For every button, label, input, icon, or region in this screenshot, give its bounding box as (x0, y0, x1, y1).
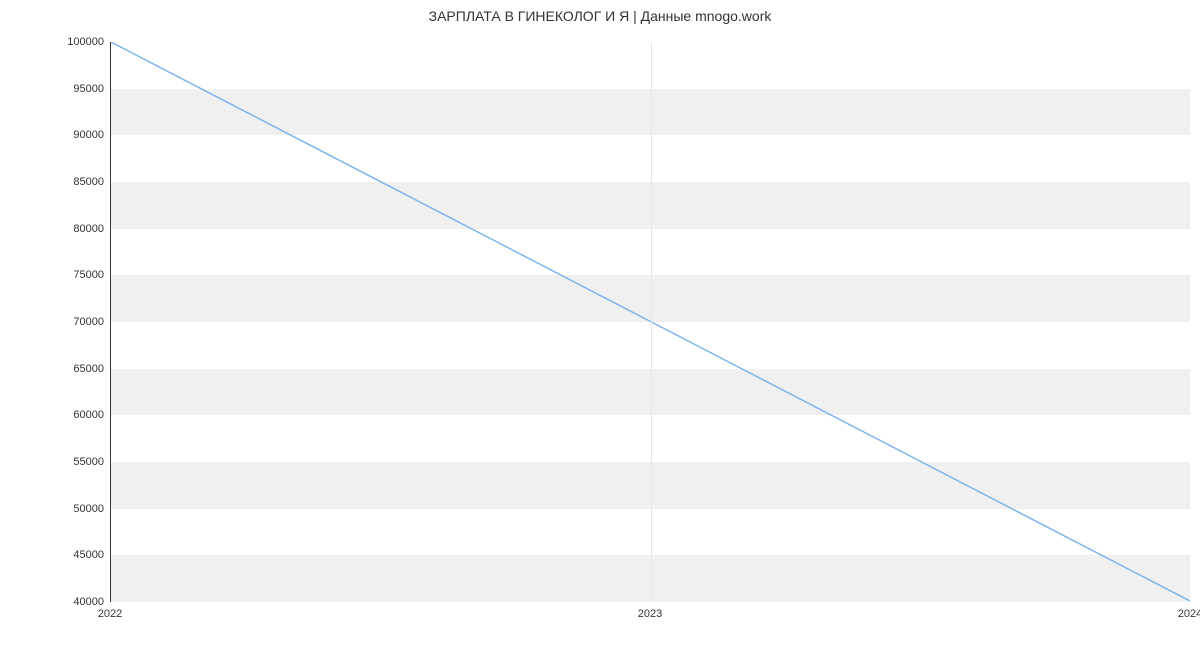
y-tick-label: 95000 (44, 83, 104, 95)
y-tick-label: 75000 (44, 269, 104, 281)
y-tick-label: 50000 (44, 503, 104, 515)
x-grid-line (651, 42, 652, 601)
plot-area (110, 42, 1190, 602)
y-tick-label: 60000 (44, 409, 104, 421)
y-tick-label: 40000 (44, 596, 104, 608)
y-tick-label: 85000 (44, 176, 104, 188)
y-tick-label: 100000 (44, 36, 104, 48)
y-tick-label: 45000 (44, 549, 104, 561)
y-tick-label: 80000 (44, 223, 104, 235)
chart-container: ЗАРПЛАТА В ГИНЕКОЛОГ И Я | Данные mnogo.… (0, 0, 1200, 650)
y-tick-label: 65000 (44, 363, 104, 375)
x-tick-label: 2022 (98, 608, 122, 620)
x-tick-label: 2023 (638, 608, 662, 620)
y-tick-label: 90000 (44, 129, 104, 141)
chart-title: ЗАРПЛАТА В ГИНЕКОЛОГ И Я | Данные mnogo.… (0, 8, 1200, 24)
x-tick-label: 2024 (1178, 608, 1200, 620)
y-tick-label: 70000 (44, 316, 104, 328)
y-tick-label: 55000 (44, 456, 104, 468)
